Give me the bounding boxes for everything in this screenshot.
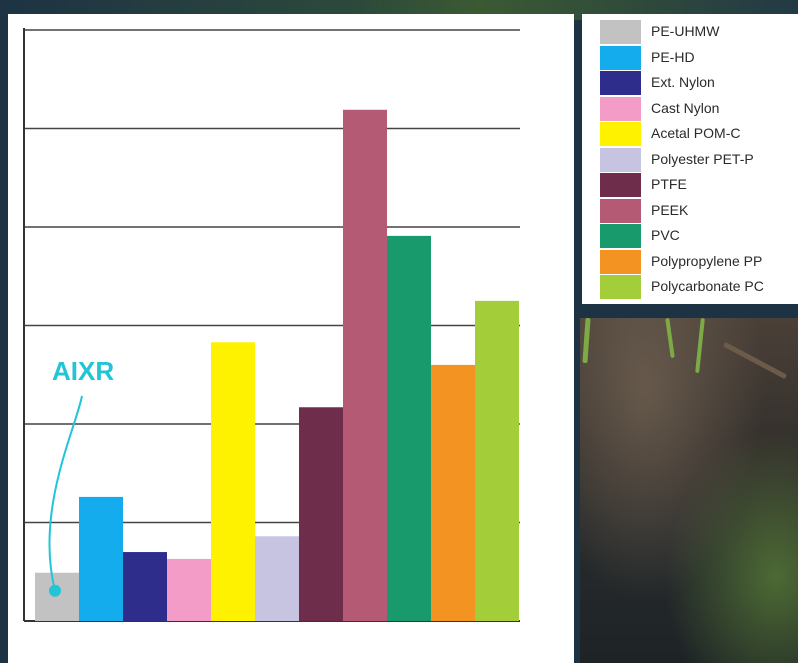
bar-pe-hd [79, 496, 123, 621]
bar-acetal-pom-c [211, 342, 255, 621]
bar-polycarbonate-pc [475, 300, 519, 621]
legend-swatch [600, 198, 641, 223]
legend-label: PVC [651, 227, 680, 243]
annotation-dot [49, 584, 61, 597]
legend-swatch [600, 275, 641, 299]
bar-ext-nylon [123, 552, 167, 621]
annotation-connector [48, 395, 83, 591]
legend-swatch [600, 224, 641, 248]
legend-label: Polyester PET-P [651, 150, 754, 167]
soil-photo [580, 317, 798, 663]
legend-swatch [600, 147, 641, 172]
legend-label: PEEK [651, 201, 689, 218]
legend-swatch [600, 122, 641, 146]
legend-swatch [600, 45, 641, 70]
bar-pe-uhmw [35, 572, 79, 621]
bar-ptfe [299, 407, 343, 621]
legend-label: PTFE [651, 176, 687, 192]
bar-polypropylene-pp [431, 364, 475, 621]
legend-swatch [600, 96, 641, 121]
bar-cast-nylon [167, 558, 211, 621]
legend-label: PE-HD [651, 48, 695, 65]
annotation-label: AIXR [52, 356, 114, 386]
legend-label: PE-UHMW [651, 23, 720, 39]
legend-swatch [600, 20, 641, 44]
legend-swatch [600, 249, 641, 274]
legend-label: Polycarbonate PC [651, 278, 764, 294]
legend-label: Ext. Nylon [651, 74, 715, 90]
legend-label: Cast Nylon [651, 99, 720, 116]
bar-pvc [387, 235, 431, 622]
bar-polyester-pet-p [255, 536, 299, 621]
legend-label: Polypropylene PP [651, 252, 763, 269]
legend-swatch [600, 71, 641, 95]
legend-swatch [600, 173, 641, 197]
legend-label: Acetal POM-C [651, 125, 741, 141]
bar-peek [343, 109, 387, 621]
